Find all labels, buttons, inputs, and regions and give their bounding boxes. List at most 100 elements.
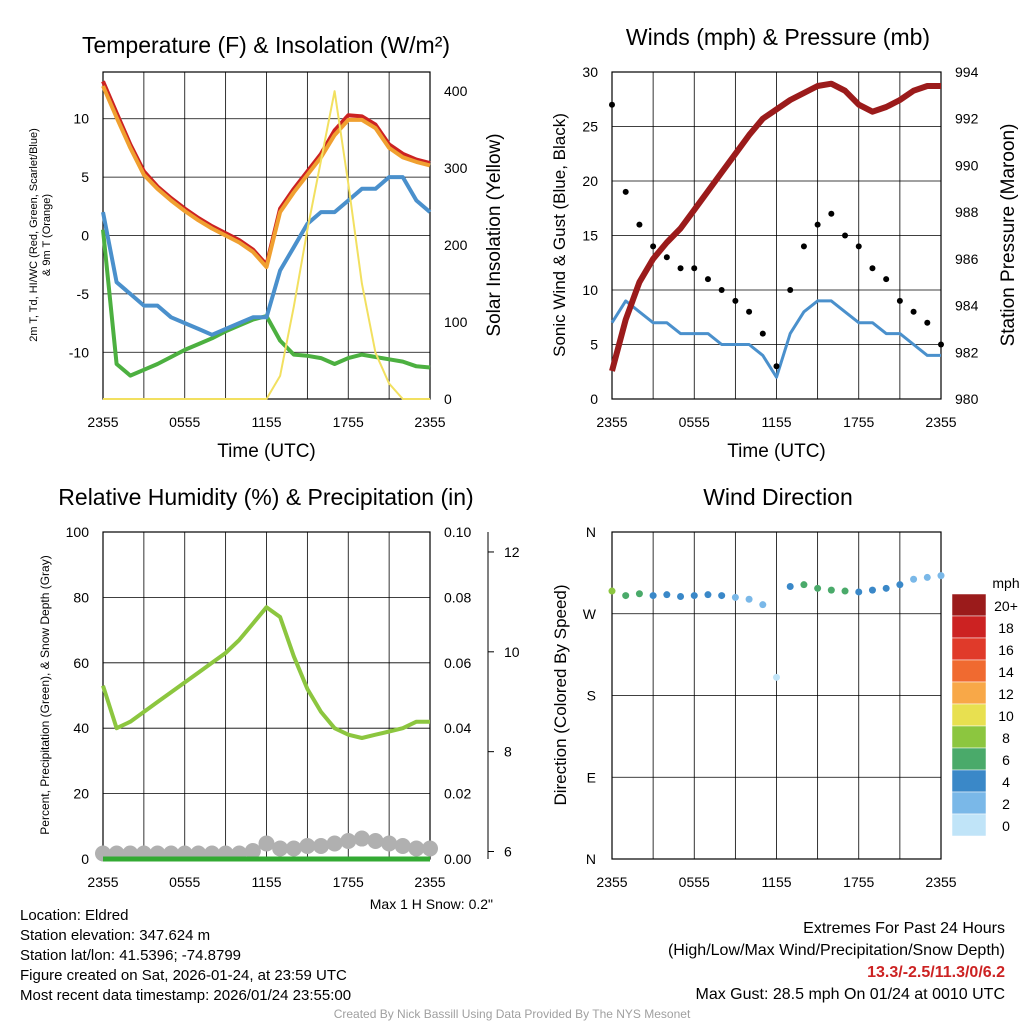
direction-point [841,587,849,595]
direction-point [868,586,876,594]
x-tick-label: 1155 [251,874,281,890]
snow-depth-point [258,835,275,852]
wind-direction-panel: 2355 0555 1155 1755 2355 Wind Direction N W S E N D… [551,484,1020,890]
snow-depth-point [422,840,438,857]
x-tick-label: 2355 [596,874,627,890]
left-y-tick-label: 10 [73,111,89,127]
x-tick-label: 2355 [87,874,118,890]
y-axis-label: 2m T, Td, HI/WC (Red, Green, Scarlet/Blu… [28,128,53,342]
snow-depth-point [326,835,343,852]
right-y-tick-label: 986 [955,251,979,267]
direction-point [704,591,712,599]
x-tick-label: 2355 [925,874,956,890]
direction-point [649,592,657,600]
right-y-tick-label: 0.00 [444,851,471,867]
right-y-tick-label: 988 [955,204,979,220]
left-y-tick-label: 20 [73,786,89,802]
series-line-solar-insolation [103,90,430,400]
x-tick-label: 1755 [333,874,364,890]
recent-data-text: Most recent data timestamp: 2026/01/24 2… [20,987,352,1004]
y2-axis-label: Station Pressure (Maroon) [998,124,1019,347]
gust-point [896,297,903,304]
x-tick-label: 2355 [414,414,445,430]
left-y-tick-label: 20 [582,173,598,189]
direction-point [937,572,945,580]
gust-point [814,221,821,228]
snow-axis-tick-label: 10 [504,644,520,660]
extremes-values: 13.3/-2.5/11.3/0/6.2 [867,964,1005,981]
x-tick-label: 0555 [679,874,710,890]
latlon-text: Station lat/lon: 41.5396; -74.8799 [20,947,242,964]
x-tick-label: 0555 [169,414,200,430]
snow-depth-point [285,840,302,857]
right-y-tick-label: 990 [955,157,979,173]
max-snow-note: Max 1 H Snow: 0.2" [369,896,493,912]
direction-point [773,673,780,681]
gust-point [759,330,766,337]
right-y-tick-label: 980 [955,391,979,407]
colorbar-label: 6 [1002,752,1010,768]
created-text: Figure created on Sat, 2026-01-24, at 23… [20,967,347,984]
x-tick-label: 2355 [87,414,118,430]
colorbar-swatch [951,813,987,837]
left-y-tick-label: 10 [582,282,598,298]
direction-point [759,601,767,609]
direction-point [786,583,794,590]
snow-depth-point [340,833,357,850]
snow-axis-tick-label: 8 [504,744,512,760]
snow-depth-point [313,838,329,855]
direction-tick-label: N [586,524,596,540]
right-y-tick-label: 100 [444,314,468,330]
direction-point [731,593,739,601]
y-axis-label-line1: 2m T, Td, HI/WC (Red, Green, Scarlet/Blu… [28,128,40,342]
right-y-tick-label: 0.10 [444,524,471,540]
x-tick-label: 1155 [761,874,791,890]
x-tick-label: 1155 [761,414,791,430]
colorbar-swatch [951,769,987,793]
direction-point [800,581,808,589]
series-line-sonic-wind [610,299,941,379]
gust-point [883,276,890,283]
colorbar-label: 18 [998,620,1014,636]
humidity-panel: 2355 0555 1155 1755 2355 Relative Humidity (%… [38,484,520,890]
right-y-tick-label: 994 [955,64,979,80]
x-tick-label: 2355 [925,414,956,430]
chart-title: Temperature (F) & Insolation (W/m²) [82,32,450,58]
gust-point [636,221,643,228]
left-y-tick-label: 0 [590,391,598,407]
extremes-legend: (High/Low/Max Wind/Precipitation/Snow De… [667,942,1005,959]
direction-point [690,592,698,600]
left-y-tick-label: 30 [582,64,598,80]
colorbar-label: 4 [1002,774,1010,790]
left-y-tick-label: 80 [73,589,89,605]
colorbar-label: 2 [1002,796,1010,812]
snow-depth-point [272,840,289,857]
gust-point [869,265,876,272]
gust-point [704,276,711,283]
left-y-tick-label: 5 [590,337,598,353]
chart-title: Relative Humidity (%) & Precipitation (i… [58,484,473,510]
direction-point [608,587,616,595]
x-tick-label: 1755 [843,874,874,890]
series-line-station-pressure [609,80,941,372]
gust-point [773,363,780,370]
y2-axis-label: Solar Insolation (Yellow) [484,133,505,336]
station-info: Location: Eldred Station elevation: 347.… [20,906,351,1006]
colorbar-swatch [951,593,987,617]
gust-point [718,287,725,293]
gust-point [691,265,698,272]
gust-point [787,287,794,293]
left-y-tick-label: 0 [81,228,89,244]
gust-point [938,341,944,348]
direction-point [718,592,726,600]
colorbar-swatch [951,637,987,661]
snow-depth-point [299,838,316,855]
x-tick-label: 1755 [333,414,364,430]
left-y-tick-label: -5 [77,286,90,302]
elevation-text: Station elevation: 347.624 m [20,927,211,944]
direction-point [677,592,685,600]
direction-point [855,588,863,596]
extremes-info: Extremes For Past 24 Hours (High/Low/Max… [668,918,1005,1006]
direction-point [882,584,890,592]
